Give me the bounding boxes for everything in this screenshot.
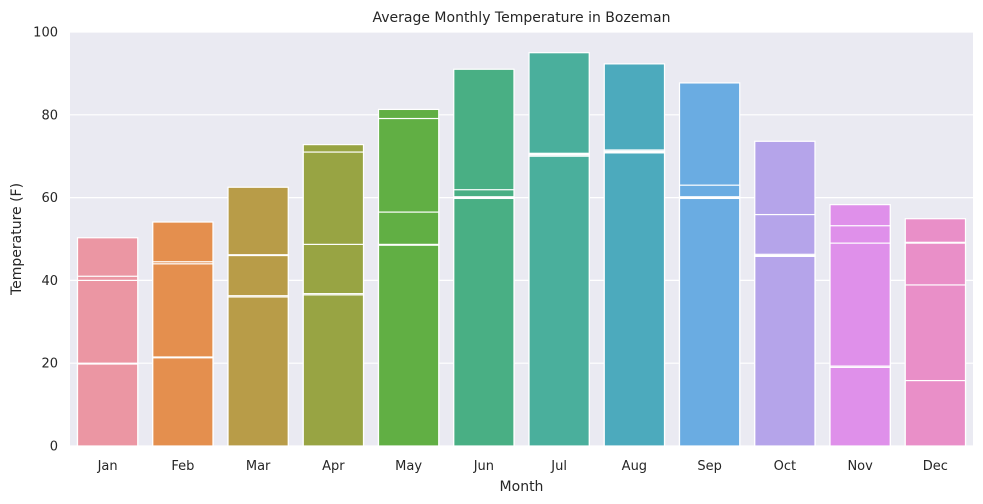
- bar: [754, 255, 816, 447]
- plot-background: [70, 32, 973, 446]
- grid: [70, 31, 973, 447]
- y-tick-label: 80: [41, 108, 58, 123]
- y-axis-label: Temperature (F): [9, 183, 25, 296]
- x-tick-label: Aug: [622, 459, 647, 474]
- x-tick-label: Jul: [550, 459, 567, 474]
- bar: [453, 197, 515, 447]
- bar: [528, 155, 590, 447]
- bar: [678, 197, 741, 447]
- bar: [152, 357, 214, 447]
- y-tick-label: 100: [33, 26, 58, 41]
- x-tick-label: Apr: [322, 459, 345, 474]
- x-tick-label: Jun: [473, 459, 494, 474]
- x-axis-label: Month: [500, 479, 544, 495]
- bar: [603, 152, 666, 447]
- x-tick-label: Nov: [847, 459, 873, 474]
- x-tick-label: Sep: [697, 459, 722, 474]
- x-tick-label: Mar: [246, 459, 271, 474]
- x-tick-label: Oct: [774, 459, 796, 474]
- x-tick-label: Feb: [171, 459, 194, 474]
- x-tick-label: Dec: [923, 459, 948, 474]
- bar: [302, 294, 365, 447]
- y-tick-label: 60: [41, 191, 58, 206]
- y-tick-label: 40: [41, 274, 58, 289]
- bar: [227, 296, 289, 447]
- y-ticks: 0 20 40 60 80 100: [33, 26, 58, 455]
- y-tick-label: 20: [41, 357, 58, 372]
- chart-title: Average Monthly Temperature in Bozeman: [372, 10, 670, 26]
- bar: [377, 244, 440, 447]
- x-ticks: Jan Feb Mar Apr May Jun Jul Aug Sep Oct Nov Dec: [97, 459, 948, 474]
- bar: [829, 366, 891, 447]
- y-tick-label: 0: [50, 440, 58, 455]
- bars: [76, 52, 967, 447]
- bar: [76, 363, 139, 447]
- bar: [904, 379, 967, 447]
- x-tick-label: Jan: [97, 459, 118, 474]
- x-tick-label: May: [395, 459, 422, 474]
